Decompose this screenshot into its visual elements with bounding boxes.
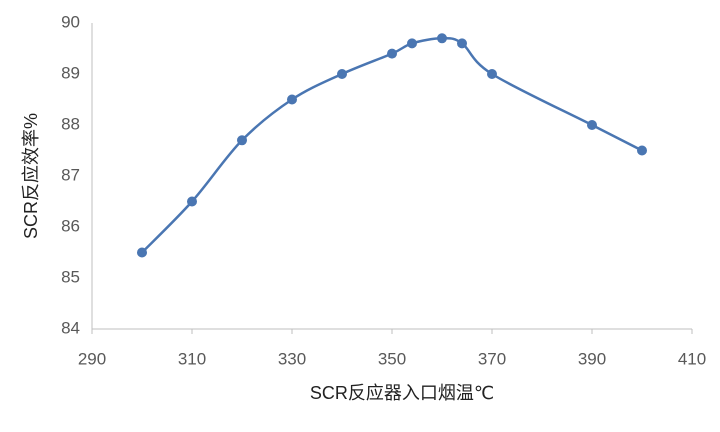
x-tick-label: 390 — [578, 349, 606, 368]
x-axis-title: SCR反应器入口烟温℃ — [310, 383, 494, 403]
x-tick-label: 310 — [178, 349, 206, 368]
marker — [587, 120, 597, 130]
y-tick-label: 87 — [61, 165, 80, 184]
marker — [187, 196, 197, 207]
marker — [637, 145, 647, 156]
x-tick-label: 330 — [278, 349, 306, 368]
marker — [237, 135, 247, 146]
y-tick-label: 85 — [61, 267, 80, 286]
y-tick-label: 88 — [61, 114, 80, 133]
y-tick-label: 90 — [61, 12, 80, 31]
line — [141, 37, 643, 254]
y-tick-label: 84 — [61, 318, 80, 337]
marker — [137, 247, 147, 258]
x-tick-label: 350 — [378, 349, 406, 368]
marker — [387, 48, 397, 59]
y-tick-label: 89 — [61, 63, 80, 82]
marker — [287, 94, 297, 105]
marker — [437, 33, 447, 44]
x-tick-label: 370 — [478, 349, 506, 368]
marker — [457, 38, 467, 49]
y-tick-label: 86 — [61, 216, 80, 235]
marker — [337, 69, 347, 79]
marker — [487, 69, 497, 79]
marker — [407, 38, 417, 49]
x-tick-label: 410 — [678, 349, 706, 368]
y-axis-title: SCR反应效率% — [21, 113, 41, 239]
x-tick-label: 290 — [78, 349, 106, 368]
